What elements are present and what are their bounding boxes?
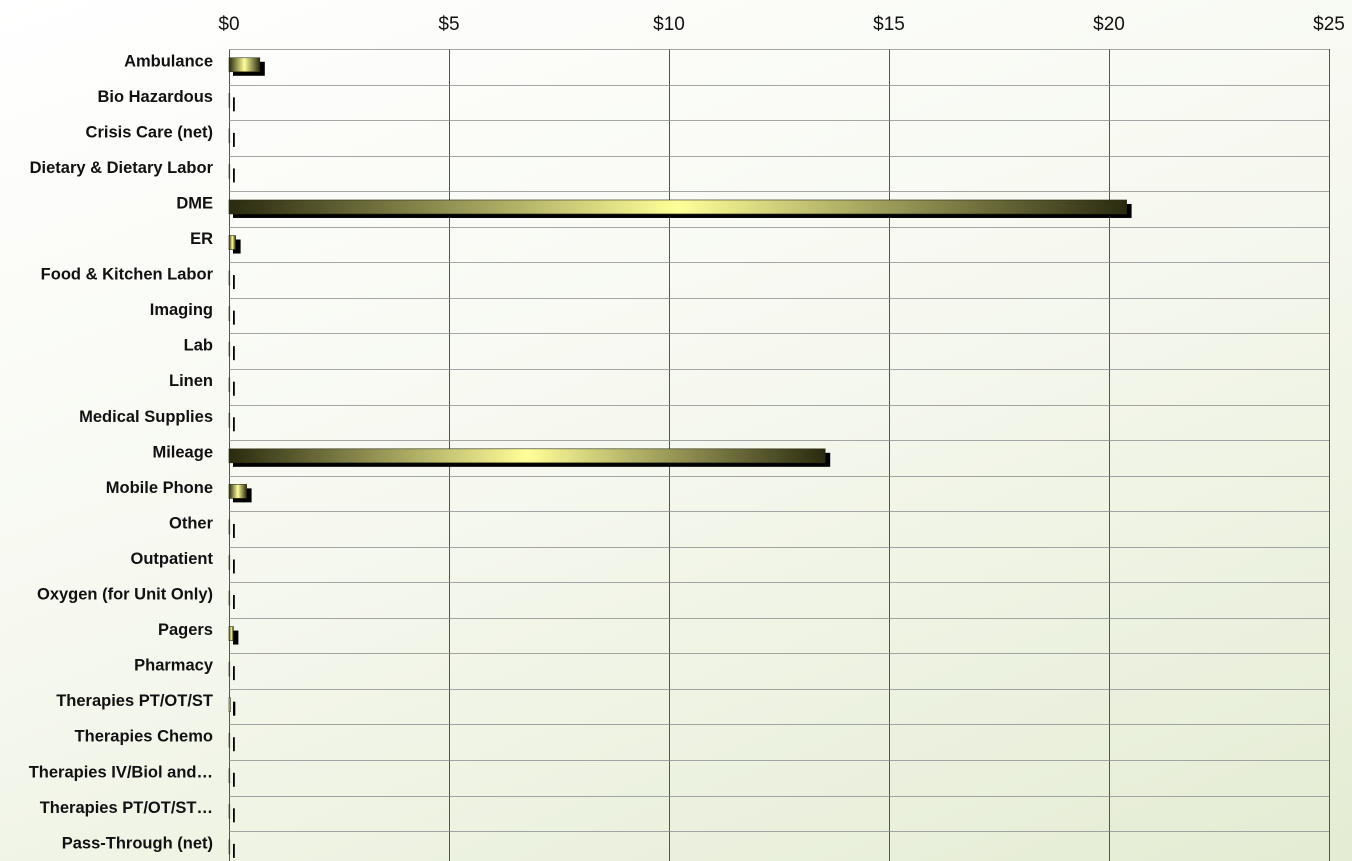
category-label: Oxygen (for Unit Only) [37, 586, 213, 604]
bar [228, 555, 231, 570]
category-label: Ambulance [124, 52, 213, 70]
bar [228, 199, 1127, 215]
category-label: Pass-Through (net) [62, 834, 213, 852]
category-label: Linen [169, 372, 213, 390]
x-tick-label: $25 [1313, 14, 1345, 35]
bar [228, 590, 231, 606]
bar [228, 412, 231, 428]
bar-shadow [233, 630, 239, 645]
category-label: Pagers [158, 621, 213, 639]
bar [228, 839, 231, 855]
category-label: Mobile Phone [106, 479, 213, 497]
category-label: Medical Supplies [79, 408, 213, 426]
bar [228, 697, 231, 712]
bar [228, 626, 234, 641]
x-tick-label: $10 [653, 14, 685, 35]
bar [228, 93, 231, 108]
bar-shadow [233, 523, 235, 538]
category-label: Pharmacy [134, 657, 214, 675]
bar [228, 661, 231, 677]
bar [228, 732, 231, 748]
category-label: Mileage [152, 443, 213, 461]
bar [228, 519, 231, 535]
category-label: ER [190, 230, 213, 248]
bar-shadow [233, 239, 241, 254]
grid-lines [229, 49, 1330, 861]
bar-shadow [233, 97, 235, 112]
bar-shadow [233, 666, 235, 681]
bar-shadow [233, 346, 235, 361]
y-axis-categories: Ambulance Bio Hazardous Crisis Care (net) D… [29, 52, 214, 852]
category-label: Crisis Care (net) [86, 123, 213, 141]
category-label: DME [176, 194, 213, 212]
bar [228, 341, 231, 357]
bar [228, 270, 231, 286]
bar [228, 128, 231, 144]
bar [228, 484, 247, 499]
bar-shadow [233, 737, 235, 752]
category-label: Lab [184, 337, 213, 355]
bar-shadow [233, 843, 235, 858]
bar [228, 448, 826, 464]
bar [228, 306, 231, 321]
bar-shadow [233, 417, 235, 432]
bars [228, 57, 1132, 858]
bar [228, 57, 261, 73]
x-axis-ticks: $0 $5 $10 $15 $20 $25 [218, 14, 1344, 35]
bar-shadow [233, 772, 235, 787]
bar-shadow [233, 701, 236, 716]
x-tick-label: $5 [438, 14, 459, 35]
bar-shadow [233, 559, 235, 574]
bar-shadow [233, 381, 235, 396]
category-label: Bio Hazardous [97, 88, 213, 106]
category-label: Dietary & Dietary Labor [30, 159, 214, 177]
category-label: Therapies PT/OT/ST… [40, 799, 213, 817]
category-label: Outpatient [131, 550, 214, 568]
bar-shadow [233, 168, 235, 183]
category-label: Imaging [150, 301, 213, 319]
category-label: Therapies Chemo [75, 728, 213, 746]
bar [228, 768, 231, 784]
category-label: Other [169, 514, 214, 532]
bar-shadow [233, 808, 235, 823]
x-tick-label: $0 [218, 14, 239, 35]
bar-shadow [233, 310, 235, 325]
category-label: Food & Kitchen Labor [41, 266, 214, 284]
category-label: Therapies IV/Biol and… [29, 763, 213, 781]
x-tick-label: $15 [873, 14, 905, 35]
bar-shadow [233, 595, 235, 610]
bar [228, 235, 236, 250]
x-tick-label: $20 [1093, 14, 1125, 35]
bar [228, 164, 231, 179]
bar [228, 804, 231, 819]
bar-shadow [233, 275, 235, 290]
bar [228, 377, 231, 393]
bar-shadow [233, 132, 235, 147]
category-label: Therapies PT/OT/ST [56, 692, 213, 710]
